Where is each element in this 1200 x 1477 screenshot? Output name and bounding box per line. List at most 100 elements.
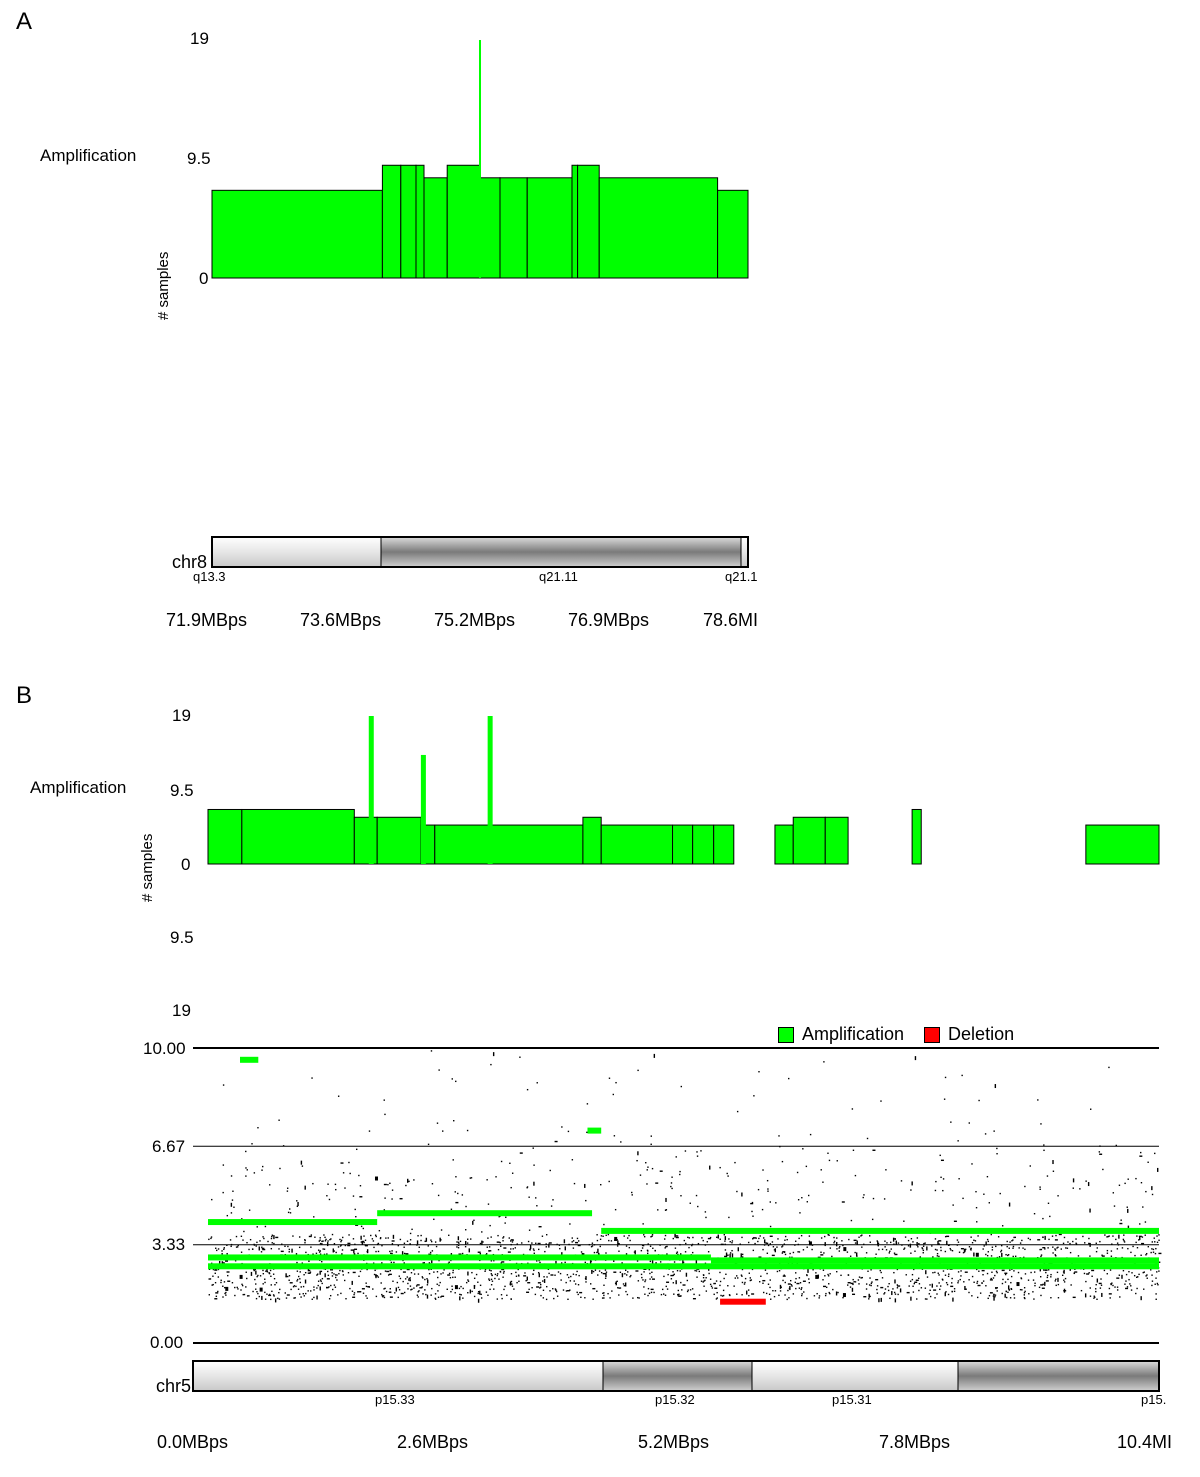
probe-point <box>324 1273 326 1278</box>
probe-point <box>943 1098 946 1100</box>
probe-point <box>321 1282 323 1285</box>
probe-point <box>327 1286 329 1289</box>
probe-point <box>231 1282 234 1284</box>
probe-point <box>691 1288 694 1290</box>
probe-point <box>235 1246 238 1248</box>
probe-point <box>1094 1296 1096 1298</box>
probe-point <box>934 1297 936 1299</box>
probe-point <box>784 1294 786 1296</box>
amplification-segment <box>207 808 243 865</box>
probe-point <box>547 1268 550 1271</box>
panel-b-xtick-4: 10.4MI <box>1117 1432 1173 1452</box>
probe-point <box>800 1288 802 1291</box>
probe-point <box>936 1252 939 1255</box>
probe-point <box>214 1269 218 1271</box>
probe-point <box>1114 1286 1116 1288</box>
probe-point <box>957 1282 959 1284</box>
probe-point <box>953 1290 956 1293</box>
probe-point <box>799 1212 801 1214</box>
probe-point <box>592 1270 595 1273</box>
probe-point <box>605 1234 607 1237</box>
probe-point <box>642 1279 644 1281</box>
probe-point <box>311 1077 313 1079</box>
probe-point <box>663 1238 666 1240</box>
probe-point <box>728 1238 730 1240</box>
probe-point <box>555 1289 557 1291</box>
probe-point <box>613 1260 615 1262</box>
probe-point <box>460 1294 462 1296</box>
probe-point <box>430 1050 433 1052</box>
probe-point <box>1116 1277 1120 1279</box>
probe-point <box>1009 1297 1012 1299</box>
probe-point <box>740 1274 743 1276</box>
probe-point <box>353 1292 356 1294</box>
probe-point <box>849 1286 852 1288</box>
probe-point <box>1042 1246 1046 1249</box>
probe-point <box>308 1235 312 1238</box>
probe-point <box>1108 1066 1110 1069</box>
probe-point <box>1143 1288 1145 1290</box>
probe-point <box>590 1246 593 1248</box>
probe-point <box>767 1283 770 1285</box>
probe-point <box>534 1293 537 1296</box>
probe-point <box>500 1245 502 1247</box>
probe-point <box>700 1150 702 1152</box>
probe-point <box>892 1288 894 1290</box>
probe-point <box>769 1243 772 1245</box>
probe-point <box>273 1242 275 1245</box>
probe-point <box>680 1085 683 1088</box>
probe-point <box>399 1197 403 1200</box>
probe-point <box>836 1248 838 1250</box>
probe-point <box>493 1259 495 1262</box>
probe-point <box>990 1277 992 1280</box>
probe-point <box>1008 1247 1010 1249</box>
probe-point <box>762 1282 764 1284</box>
probe-point <box>490 1273 493 1275</box>
probe-point <box>555 1290 558 1293</box>
probe-point <box>403 1242 406 1244</box>
probe-point <box>936 1255 939 1257</box>
probe-point <box>936 1285 938 1287</box>
probe-point <box>674 1233 676 1238</box>
probe-point <box>1040 1284 1044 1286</box>
probe-point <box>268 1293 271 1296</box>
probe-point <box>832 1288 834 1291</box>
probe-point <box>313 1286 315 1288</box>
probe-point <box>599 1238 602 1241</box>
probe-point <box>504 1222 506 1224</box>
probe-point <box>1060 1248 1062 1250</box>
probe-point <box>766 1272 768 1275</box>
probe-point <box>931 1245 933 1247</box>
probe-point <box>317 1273 319 1275</box>
probe-point <box>1127 1178 1129 1180</box>
probe-point <box>468 1248 470 1253</box>
probe-point <box>1123 1241 1126 1243</box>
probe-point <box>983 1193 985 1195</box>
probe-point <box>872 1149 876 1151</box>
probe-point <box>307 1290 309 1292</box>
probe-point <box>798 1251 801 1253</box>
probe-point <box>351 1280 353 1285</box>
probe-point <box>617 1240 619 1245</box>
probe-point <box>300 1296 302 1298</box>
probe-point <box>424 1240 426 1243</box>
probe-point <box>211 1198 213 1201</box>
probe-point <box>938 1243 940 1245</box>
probe-point <box>1127 1247 1129 1250</box>
probe-point <box>297 1201 299 1206</box>
probe-point <box>374 1176 378 1181</box>
probe-point <box>852 1283 854 1286</box>
amplification-cn-segment <box>208 1254 711 1261</box>
probe-point <box>950 1249 952 1251</box>
probe-point <box>533 1181 535 1186</box>
probe-point <box>497 1234 499 1237</box>
probe-point <box>352 1271 356 1274</box>
probe-point <box>400 1292 404 1295</box>
probe-point <box>431 1183 434 1185</box>
ideogram-band-light <box>193 1361 603 1391</box>
probe-point <box>240 1235 243 1237</box>
probe-point <box>913 1282 916 1285</box>
probe-point <box>836 1237 838 1239</box>
probe-point <box>1116 1289 1119 1291</box>
probe-point <box>1012 1239 1014 1241</box>
